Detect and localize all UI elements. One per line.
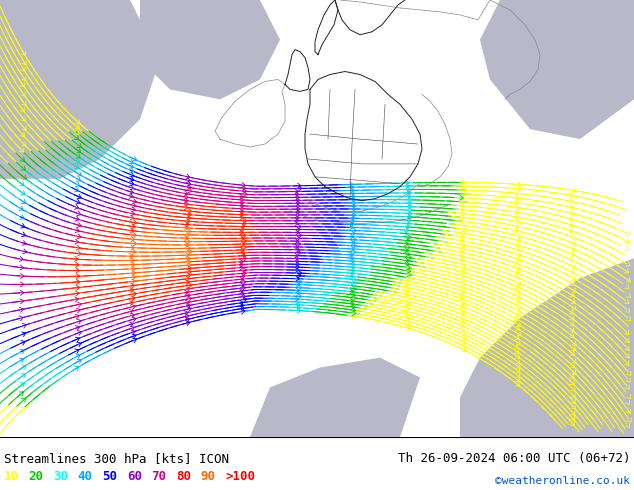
Text: >100: >100 — [226, 469, 256, 483]
Text: 70: 70 — [152, 469, 167, 483]
Polygon shape — [460, 258, 634, 437]
Polygon shape — [480, 0, 634, 139]
Text: 10: 10 — [4, 469, 19, 483]
Polygon shape — [250, 358, 420, 437]
Text: Streamlines 300 hPa [kts] ICON: Streamlines 300 hPa [kts] ICON — [4, 452, 229, 465]
Text: 60: 60 — [127, 469, 142, 483]
Text: 80: 80 — [176, 469, 191, 483]
Polygon shape — [140, 0, 280, 99]
Text: 50: 50 — [103, 469, 117, 483]
Text: 20: 20 — [29, 469, 44, 483]
Text: 30: 30 — [53, 469, 68, 483]
Text: Th 26-09-2024 06:00 UTC (06+72): Th 26-09-2024 06:00 UTC (06+72) — [398, 452, 630, 465]
Text: ©weatheronline.co.uk: ©weatheronline.co.uk — [495, 476, 630, 486]
Text: 40: 40 — [78, 469, 93, 483]
Text: 90: 90 — [201, 469, 216, 483]
Polygon shape — [0, 0, 160, 179]
